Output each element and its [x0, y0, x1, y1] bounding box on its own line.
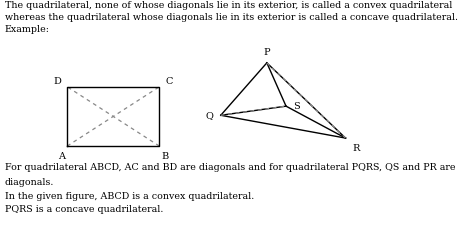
Text: S: S	[293, 101, 300, 110]
Text: A: A	[58, 151, 65, 160]
Text: P: P	[264, 48, 270, 57]
Text: C: C	[165, 77, 173, 86]
Text: diagonals.: diagonals.	[5, 177, 54, 186]
Text: In the given figure, ABCD is a convex quadrilateral.: In the given figure, ABCD is a convex qu…	[5, 191, 254, 200]
Text: D: D	[54, 77, 62, 86]
Text: B: B	[162, 151, 169, 160]
Text: For quadrilateral ABCD, AC and BD are diagonals and for quadrilateral PQRS, QS a: For quadrilateral ABCD, AC and BD are di…	[5, 162, 455, 171]
Text: Q: Q	[205, 110, 213, 119]
Text: R: R	[353, 143, 360, 152]
Text: The quadrilateral, none of whose diagonals lie in its exterior, is called a conv: The quadrilateral, none of whose diagona…	[5, 1, 457, 34]
Text: PQRS is a concave quadrilateral.: PQRS is a concave quadrilateral.	[5, 204, 163, 213]
